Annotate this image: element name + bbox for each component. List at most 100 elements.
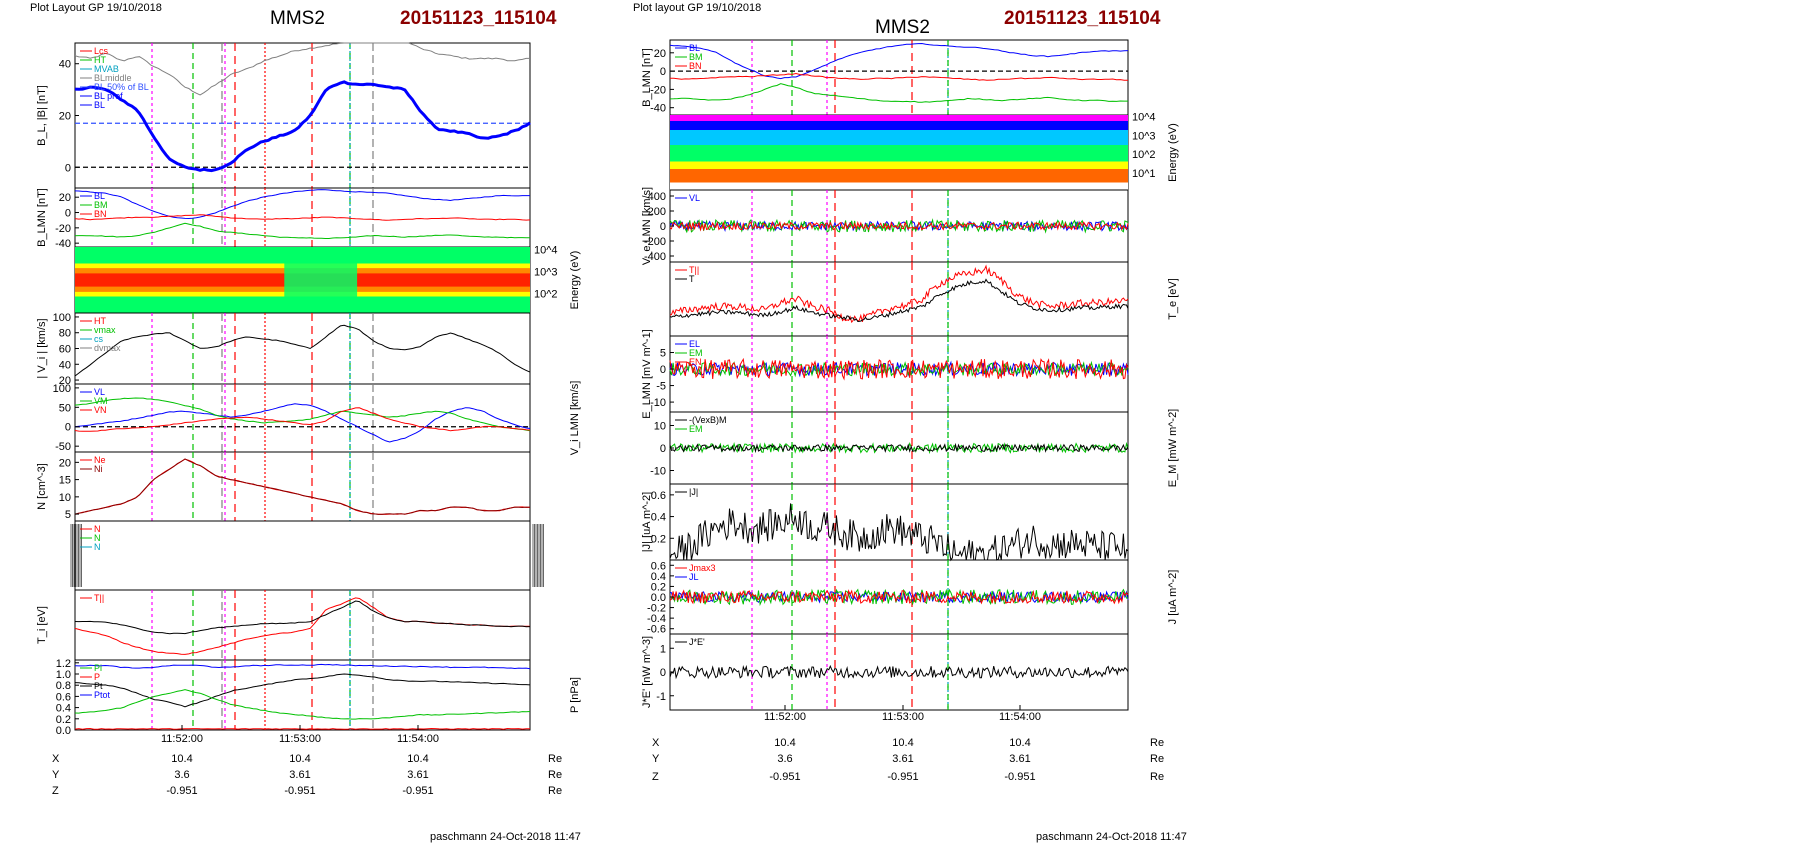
y-tick-label: -10 <box>650 397 666 409</box>
y-tick-label: 1.0 <box>56 669 71 681</box>
legend-label: EM <box>689 348 703 358</box>
ephemeris-value: -0.951 <box>402 785 433 797</box>
x-tick-label: 11:53:00 <box>279 733 321 745</box>
y-tick-label: 20 <box>59 457 71 469</box>
series-ne <box>74 458 531 515</box>
y-tick-label: 0 <box>660 667 666 679</box>
series-ptot <box>74 663 531 670</box>
panel-frame <box>669 483 1129 561</box>
legend-label: VM <box>94 396 108 406</box>
y-tick-label: 60 <box>59 344 71 356</box>
legend-label: BL <box>689 43 700 53</box>
spectrogram-gap <box>284 247 358 313</box>
y-axis-label: E_LMN [mV m^-1] <box>641 329 653 419</box>
y-tick-label: 10^4 <box>1132 112 1156 124</box>
series-pt <box>74 673 531 708</box>
y-tick-label: 100 <box>53 383 71 395</box>
ephemeris-value: 10.4 <box>289 753 310 765</box>
y-tick-label: 0.4 <box>651 571 666 583</box>
right-event: 20151123_115104 <box>1004 8 1161 29</box>
x-tick-label: 11:54:00 <box>397 733 439 745</box>
ephemeris-value: 10.4 <box>407 753 428 765</box>
ephemeris-value: 3.61 <box>407 769 428 781</box>
legend-label: VL <box>94 387 105 397</box>
series-t <box>74 600 531 635</box>
legend-label: HT <box>94 55 106 65</box>
series-jn <box>669 589 1129 605</box>
ephemeris-value: 3.61 <box>1009 753 1030 765</box>
x-tick-label: 11:52:00 <box>764 711 806 723</box>
spectrogram-band <box>670 169 1128 183</box>
y-tick-label: 40 <box>59 359 71 371</box>
ephemeris-unit: Re <box>548 769 562 781</box>
legend-label: N <box>94 533 101 543</box>
y-tick-label: 0.8 <box>56 680 71 692</box>
y-tick-label: -200 <box>644 236 666 248</box>
x-tick-label: 11:52:00 <box>161 733 203 745</box>
spectrogram-band <box>670 121 1128 130</box>
legend-label: dvmax <box>94 343 121 353</box>
panel-frame <box>74 312 531 385</box>
legend-label: BM <box>94 200 108 210</box>
y-axis-label: B_LMN [nT] <box>36 188 48 247</box>
y-axis-label: J*E' [nW m^-3] <box>641 636 653 708</box>
series-vi <box>74 324 531 377</box>
ephemeris-label: Y <box>52 769 60 781</box>
series-em <box>669 441 1129 455</box>
ephemeris-unit: Re <box>548 753 562 765</box>
y-tick-label: -50 <box>55 441 71 453</box>
y-tick-label: 0.6 <box>651 560 666 572</box>
y-tick-label: -10 <box>650 466 666 478</box>
y-tick-label: 40 <box>59 59 71 71</box>
y-axis-label: J [uA m^-2] <box>1167 570 1179 625</box>
series-jl <box>669 590 1129 605</box>
left-header: Plot Layout GP 19/10/2018 <box>30 2 162 14</box>
y-tick-label: 1.2 <box>56 658 71 670</box>
legend-label: EM <box>689 424 703 434</box>
y-tick-label: 0 <box>65 162 71 174</box>
legend-label: T|| <box>689 265 699 275</box>
y-tick-label: 10 <box>654 421 666 433</box>
y-axis-label: B_LMN [nT] <box>641 48 653 107</box>
ephemeris-value: 3.6 <box>777 753 792 765</box>
y-tick-label: 0 <box>660 66 666 78</box>
ephemeris-value: 10.4 <box>1009 737 1030 749</box>
legend-label: BM <box>689 52 703 62</box>
left-spacecraft: MMS2 <box>270 8 325 29</box>
y-tick-label: 20 <box>59 375 71 387</box>
series-en <box>669 357 1129 381</box>
y-tick-label: 20 <box>654 48 666 60</box>
legend-label: EL <box>689 339 700 349</box>
y-tick-label: -40 <box>650 103 666 115</box>
legend-label: Jmax3 <box>689 563 716 573</box>
spectrogram-band <box>670 182 1128 190</box>
y-tick-label: 10^4 <box>534 245 558 257</box>
y-tick-label: 0.4 <box>56 703 71 715</box>
series-t <box>669 264 1129 324</box>
y-tick-label: -40 <box>55 238 71 250</box>
y-tick-label: -0.6 <box>647 624 666 636</box>
legend-label: Pt <box>94 681 103 691</box>
series-p <box>74 727 530 730</box>
series-bm <box>74 222 531 239</box>
y-axis-label: T_e [eV] <box>1167 278 1179 320</box>
y-axis-label: Energy (eV) <box>1167 123 1179 182</box>
legend-label: BLmiddle <box>94 73 132 83</box>
y-tick-label: 0 <box>65 422 71 434</box>
panel-frame <box>74 383 531 453</box>
legend-label: MVAB <box>94 64 119 74</box>
ephemeris-value: 3.6 <box>174 769 189 781</box>
legend-label: Lcs <box>94 46 109 56</box>
series-t <box>74 597 530 655</box>
series-j <box>669 503 1129 562</box>
y-tick-label: 10^2 <box>534 289 558 301</box>
legend-label: JL <box>689 572 699 582</box>
legend-label: VN <box>94 405 107 415</box>
x-tick-label: 11:53:00 <box>882 711 924 723</box>
ephemeris-label: X <box>652 737 660 749</box>
panel-frame <box>74 42 531 189</box>
series-bm <box>669 83 1128 103</box>
series-pi <box>74 689 531 720</box>
legend-label: BN <box>689 61 702 71</box>
